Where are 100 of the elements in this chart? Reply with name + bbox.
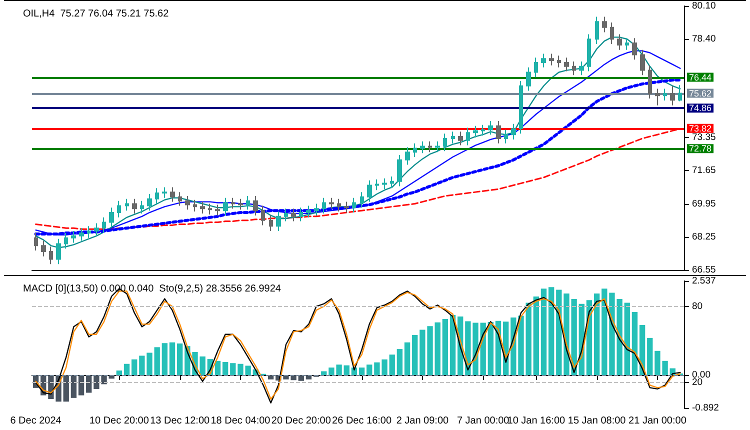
y-tick-label: 73.35 [692, 132, 716, 144]
candlestick [329, 197, 334, 210]
x-tick-label: 6 Dec 2024 [10, 416, 62, 426]
ref-line-label: 75.62 [689, 88, 712, 98]
candlestick [655, 88, 660, 106]
candlestick [102, 216, 106, 234]
candlestick [435, 140, 440, 153]
ref-line-label: 72.78 [689, 144, 712, 154]
bar [176, 343, 183, 375]
candlestick [94, 222, 99, 236]
candlestick [291, 208, 296, 222]
candlestick [504, 129, 508, 144]
candlestick [200, 201, 205, 214]
candlestick [511, 123, 516, 140]
bar [404, 342, 410, 375]
candlestick [466, 127, 470, 146]
candlestick [178, 192, 182, 206]
candlestick [670, 85, 675, 106]
candlestick [193, 199, 197, 212]
candlestick [587, 34, 591, 72]
candlestick [87, 226, 91, 238]
y-tick-label: 71.65 [692, 165, 716, 176]
candlestick [344, 201, 349, 214]
candlestick [269, 214, 273, 232]
candlestick [602, 16, 607, 33]
candlestick [109, 207, 114, 228]
candlestick [557, 55, 561, 68]
candlestick [640, 49, 645, 76]
bar [222, 362, 228, 375]
candlestick [526, 66, 531, 92]
candlestick [314, 203, 319, 216]
candlestick [473, 125, 478, 138]
bar [594, 293, 600, 375]
bar [389, 354, 395, 375]
bar [344, 365, 350, 375]
candlestick [625, 38, 629, 50]
bar [442, 319, 448, 375]
y-tick-label: 2.537 [692, 276, 716, 286]
candlestick [41, 240, 46, 257]
candlestick [397, 154, 402, 187]
candlestick [375, 178, 379, 191]
candlestick [322, 197, 326, 214]
candlestick [261, 205, 265, 226]
candlestick [299, 207, 303, 222]
candlestick [306, 205, 311, 218]
y-tick-label: 68.25 [692, 231, 716, 242]
candlestick [488, 120, 493, 136]
bar [540, 288, 547, 375]
candlestick [208, 203, 212, 215]
bar [70, 374, 77, 398]
candlestick [64, 232, 68, 250]
candlestick [71, 230, 76, 244]
bar [63, 374, 69, 402]
bar [366, 364, 372, 375]
candlestick [648, 64, 652, 100]
candlestick [34, 232, 38, 252]
bar [116, 370, 122, 375]
x-tick-label: 13 Dec 12:00 [150, 416, 210, 426]
candlestick [382, 178, 387, 190]
x-tick-label: 7 Jan 00:00 [456, 416, 510, 426]
bar [124, 364, 130, 375]
candlestick [420, 140, 425, 154]
candlestick [428, 140, 432, 153]
bar [632, 312, 638, 375]
y2-tick-label: 80 [692, 300, 703, 312]
bar [488, 322, 494, 375]
y2-tick-label: 20 [692, 377, 703, 388]
candlestick [610, 22, 614, 44]
candlestick [352, 197, 356, 214]
bar [533, 296, 540, 375]
ref-line-label: 74.86 [689, 103, 712, 114]
candlestick [253, 195, 258, 216]
y-tick-label: -0.892 [692, 402, 719, 414]
y-tick-label: 66.55 [692, 264, 716, 276]
candlestick [238, 198, 243, 210]
bar [548, 287, 554, 375]
candlestick [162, 186, 167, 198]
chart-title: OIL,H4 75.27 76.04 75.21 75.62 [23, 8, 170, 20]
candlestick [519, 80, 523, 134]
candlestick [49, 246, 53, 265]
candlestick [147, 194, 152, 212]
candlestick [481, 124, 485, 136]
candlestick [231, 197, 235, 210]
candlestick [284, 208, 288, 222]
ref-line-label: 73.82 [689, 123, 712, 134]
bar [214, 360, 221, 375]
x-tick-label: 20 Dec 20:00 [271, 416, 332, 426]
candlestick [223, 197, 228, 216]
y-tick-label: 80.10 [692, 0, 716, 12]
candlestick [564, 57, 569, 72]
bar [450, 314, 456, 375]
candlestick [549, 53, 554, 66]
candlestick [276, 211, 281, 232]
bar [624, 302, 630, 375]
candlestick [678, 84, 682, 102]
ref-line-label: 76.44 [689, 72, 712, 82]
candlestick [117, 200, 121, 218]
bar [162, 343, 168, 375]
candlestick [572, 61, 576, 76]
candlestick [451, 131, 455, 144]
